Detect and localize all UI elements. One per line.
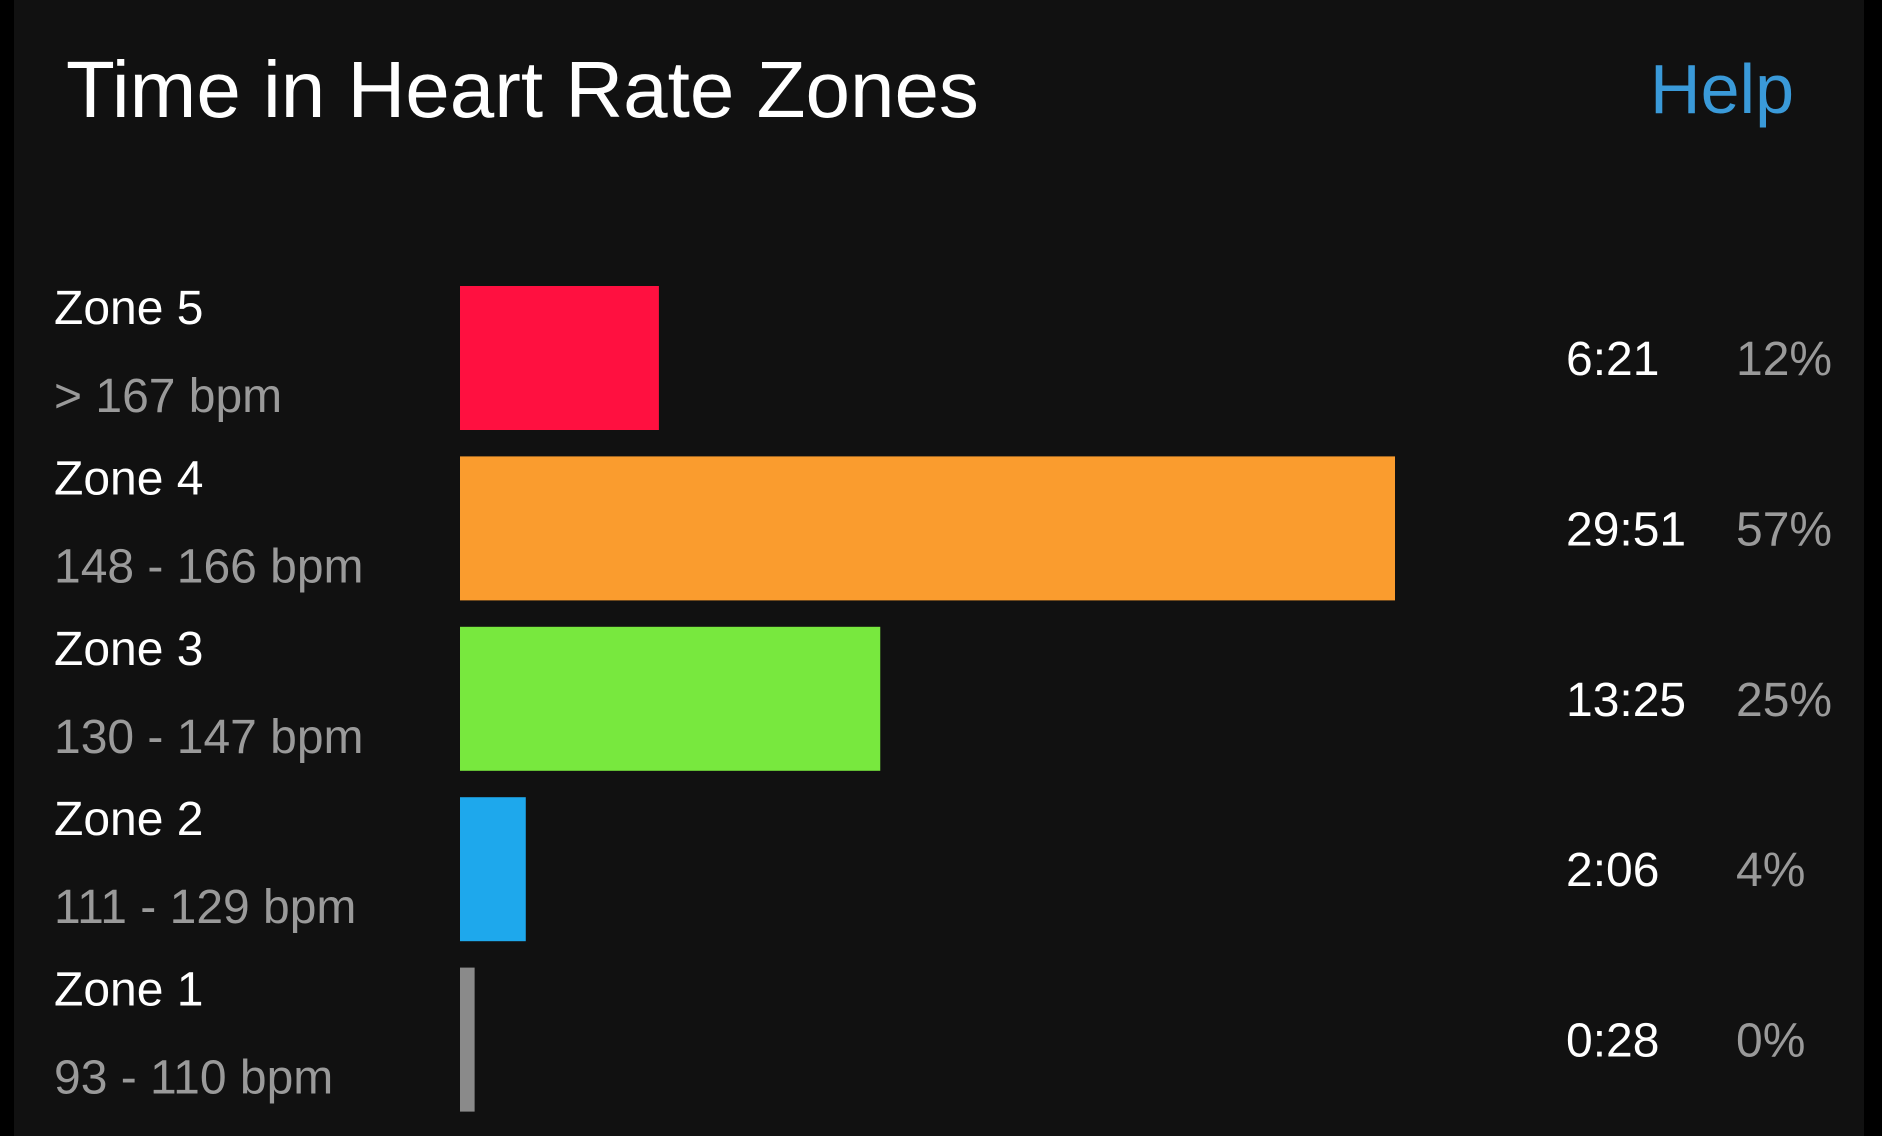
zone-bar bbox=[460, 456, 1395, 601]
zone-name: Zone 3 bbox=[54, 623, 203, 676]
zone-range: > 167 bpm bbox=[54, 370, 282, 423]
zone-name: Zone 2 bbox=[54, 793, 203, 846]
zone-share: 57% bbox=[1736, 503, 1832, 556]
zone-time: 13:25 bbox=[1566, 674, 1686, 727]
zone-share: 0% bbox=[1736, 1015, 1805, 1068]
zone-range: 148 - 166 bpm bbox=[54, 540, 364, 593]
zone-range: 111 - 129 bpm bbox=[54, 881, 356, 934]
zone-name: Zone 1 bbox=[54, 964, 203, 1017]
zone-bar bbox=[460, 967, 475, 1112]
title: Time in Heart Rate Zones bbox=[66, 45, 979, 134]
zone-share: 4% bbox=[1736, 844, 1805, 897]
zone-time: 2:06 bbox=[1566, 844, 1659, 897]
zone-name: Zone 5 bbox=[54, 282, 203, 335]
zone-bar bbox=[460, 286, 659, 430]
zone-time: 29:51 bbox=[1566, 503, 1686, 556]
zone-share: 12% bbox=[1736, 333, 1832, 386]
zone-bar bbox=[460, 626, 881, 771]
zone-time: 6:21 bbox=[1566, 333, 1659, 386]
zone-time: 0:28 bbox=[1566, 1015, 1659, 1068]
zone-range: 93 - 110 bpm bbox=[54, 1052, 333, 1105]
zone-name: Zone 4 bbox=[54, 452, 203, 505]
zone-bar bbox=[460, 797, 526, 942]
zone-share: 25% bbox=[1736, 674, 1832, 727]
zone-range: 130 - 147 bpm bbox=[54, 711, 364, 764]
help-link[interactable]: Help bbox=[1650, 50, 1794, 128]
